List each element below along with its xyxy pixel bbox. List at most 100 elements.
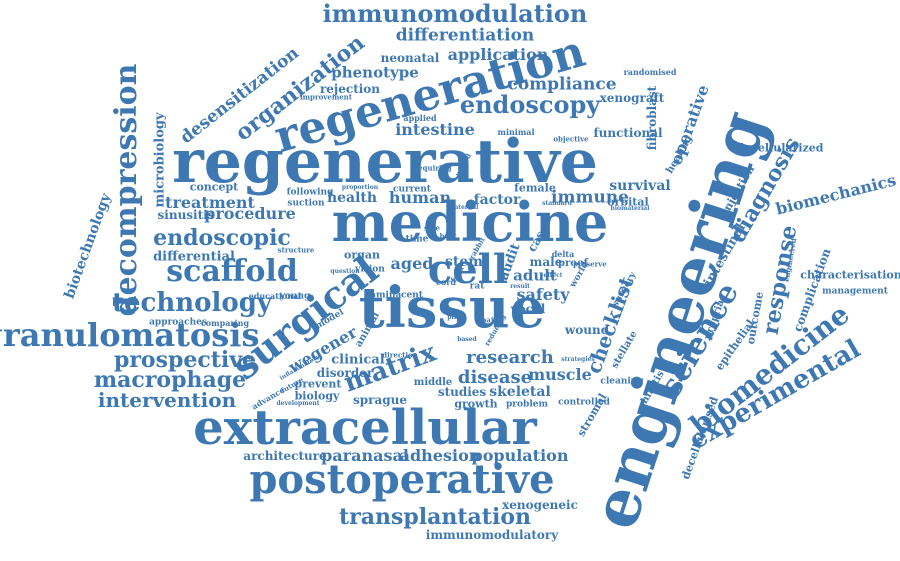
word: endoscopic (153, 225, 291, 251)
word: paranasal (321, 446, 409, 465)
word: standard (542, 200, 572, 207)
word: immunomodulation (322, 0, 588, 28)
word: direction (382, 350, 418, 360)
word: suction (287, 198, 325, 209)
word: sinusitis (157, 208, 215, 222)
word: current (393, 184, 431, 195)
word: female (514, 181, 556, 195)
word: functional (593, 126, 663, 140)
word: research (466, 347, 554, 368)
word: prevent (294, 377, 342, 391)
word: intestine (395, 120, 475, 139)
word: cleaning (600, 376, 644, 387)
word: fibroblast (645, 85, 659, 151)
word: growth (454, 397, 498, 411)
word: differential (153, 249, 235, 265)
word: differentiation (395, 25, 535, 46)
word: neonatal (380, 51, 440, 65)
word: result (510, 283, 530, 290)
word: vocal (510, 302, 546, 316)
word: decompression (109, 63, 144, 317)
word: phenotype (331, 63, 419, 82)
word: structure (277, 245, 315, 255)
word: concept (189, 180, 239, 194)
word: clinical (331, 352, 385, 368)
word: factor (473, 192, 521, 208)
word: controlled (558, 397, 610, 408)
word: wound (564, 323, 610, 337)
word: time (405, 234, 429, 245)
word: macrophage (93, 367, 247, 393)
word: effect (543, 272, 563, 279)
word: disease (457, 367, 533, 388)
word: rejection (319, 82, 381, 96)
word: medicine (331, 190, 609, 254)
word: scaffold (166, 254, 298, 289)
word: comparing (200, 318, 250, 328)
word: approaches (149, 317, 207, 328)
word: question (330, 268, 360, 275)
word: proof (558, 258, 588, 269)
word: problem (506, 399, 548, 410)
word: biomaterial (610, 205, 650, 212)
word: internal (451, 204, 479, 211)
word: male (529, 255, 563, 269)
word: delta (551, 249, 575, 259)
word: host (439, 231, 457, 241)
word: management (822, 286, 888, 297)
word: skeletal (489, 384, 551, 400)
word: extracellular (193, 400, 537, 456)
word: decellularized (736, 141, 824, 155)
word: strategies (561, 356, 595, 363)
word: pilot (447, 314, 463, 321)
word: population (471, 446, 569, 465)
word: prospective (113, 347, 257, 373)
word: objective (553, 134, 589, 144)
word: vision (355, 264, 385, 275)
word: studies (437, 385, 487, 399)
word: adult (513, 266, 557, 285)
word: biotechnology (61, 191, 115, 301)
word: randomised (623, 67, 677, 77)
word: immune (551, 187, 629, 208)
word: human (388, 188, 452, 207)
word: treatment (165, 193, 255, 212)
word: following (286, 187, 334, 198)
word: lamina (366, 290, 402, 301)
word: xenogeneic (502, 498, 578, 512)
word: educational (248, 291, 302, 301)
word: endoscopy (459, 90, 601, 119)
word: cent (401, 290, 423, 301)
word: characterisation (800, 268, 900, 282)
word: proportion (341, 184, 379, 191)
word: adhesion (399, 446, 481, 465)
word: muscle (528, 365, 592, 384)
word: requiring (414, 163, 452, 173)
word: transplantation (339, 504, 531, 530)
word: procedure (204, 204, 296, 223)
word: compliance (507, 74, 617, 95)
word: organ (344, 248, 380, 262)
word: postoperative (249, 456, 555, 503)
word: technology (111, 288, 273, 318)
word: biology (294, 389, 340, 403)
word: architecture (243, 449, 327, 463)
word: minimal (497, 127, 535, 137)
word: biomechanics (773, 170, 898, 219)
word: aged (390, 254, 434, 273)
word: intervention (97, 388, 237, 412)
word: survival (609, 178, 671, 194)
word: development (276, 400, 320, 407)
word: side (424, 223, 440, 233)
word: safety (516, 285, 570, 304)
word: disorder (316, 366, 374, 380)
word: improvement (299, 92, 353, 102)
word: middle (413, 377, 453, 388)
word: cell (427, 246, 509, 293)
word: young (279, 291, 311, 302)
word: rat (469, 281, 485, 292)
word: stem (444, 254, 484, 270)
word: tissue (358, 275, 546, 341)
word: health (326, 190, 378, 206)
